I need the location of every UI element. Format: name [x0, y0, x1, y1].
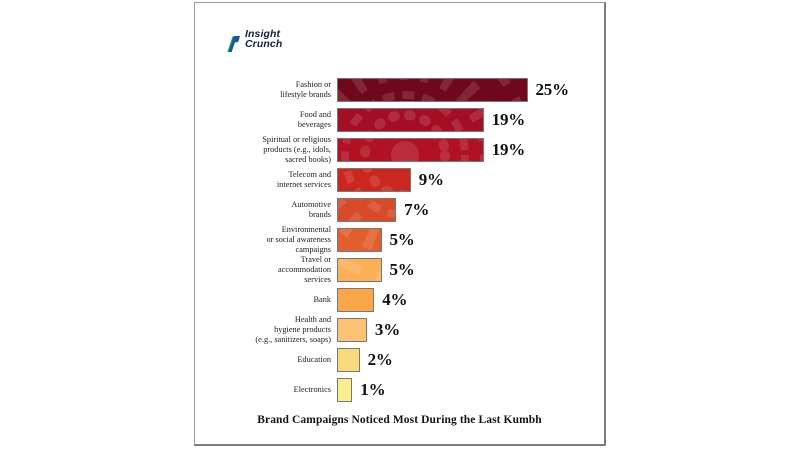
value-label: 3% [374, 320, 400, 339]
category-label: Fashion or lifestyle brands [280, 79, 331, 99]
bar-row: Education 2% [195, 345, 604, 375]
bar [337, 168, 411, 192]
category-label: Health and hygiene products (e.g., sanit… [255, 314, 331, 345]
category-label: Automotive brands [291, 199, 331, 219]
category-label: Environmental or social awareness campai… [266, 224, 331, 255]
bar-row: Fashion or lifestyle brands 25% [195, 75, 604, 105]
bar [337, 318, 367, 342]
brand-logo: Insight Crunch [227, 28, 283, 52]
bar [337, 378, 353, 402]
value-label: 25% [535, 80, 570, 99]
bar-row: Telecom and internet services 9% [195, 165, 604, 195]
report-card: Insight Crunch Fashion or lifestyle bran… [194, 2, 606, 446]
brand-name-line1: Insight [245, 28, 281, 40]
mandala-watermark-icon [337, 169, 410, 191]
mandala-watermark-icon [337, 288, 374, 305]
value-label: 19% [491, 110, 526, 129]
value-label: 5% [389, 260, 415, 279]
bar [337, 348, 360, 372]
mandala-watermark-icon [337, 229, 381, 251]
bar [337, 288, 375, 312]
category-label: Spiritual or religious products (e.g., i… [262, 134, 331, 165]
bar-row: Bank 4% [195, 285, 604, 315]
value-label: 5% [389, 230, 415, 249]
bar-row: Environmental or social awareness campai… [195, 225, 604, 255]
category-label: Travel or accommodation services [278, 254, 331, 285]
chart-rows: Fashion or lifestyle brands 25% Food and b… [195, 75, 604, 405]
mandala-watermark-icon [338, 199, 396, 221]
value-label: 4% [382, 290, 408, 309]
value-label: 7% [404, 200, 430, 219]
bar [337, 198, 397, 222]
bar-row: Travel or accommodation services 5% [195, 255, 604, 285]
bar [337, 228, 382, 252]
category-label: Electronics [293, 384, 331, 394]
mandala-watermark-icon [337, 259, 381, 281]
value-label: 19% [491, 140, 526, 159]
bar [337, 78, 528, 102]
step-line-chart-icon [227, 36, 240, 52]
category-label: Education [297, 354, 331, 364]
bar-row: Electronics 1% [195, 375, 604, 405]
value-label: 1% [360, 380, 386, 399]
category-label: Telecom and internet services [276, 169, 331, 189]
mandala-watermark-icon [341, 139, 483, 161]
bar [337, 138, 484, 162]
category-label: Food and beverages [297, 109, 331, 129]
bar-row: Food and beverages 19% [195, 105, 604, 135]
bar [337, 108, 484, 132]
brand-name-line2: Crunch [245, 37, 283, 50]
value-label: 2% [367, 350, 393, 369]
bar-row: Automotive brands 7% [195, 195, 604, 225]
bar [337, 258, 382, 282]
brand-name: Insight Crunch [245, 28, 283, 50]
category-label: Bank [313, 294, 331, 304]
mandala-watermark-icon [337, 79, 522, 101]
mandala-watermark-icon [337, 109, 483, 131]
value-label: 9% [418, 170, 444, 189]
bar-row: Health and hygiene products (e.g., sanit… [195, 315, 604, 345]
chart-title: Brand Campaigns Noticed Most During the … [257, 414, 542, 426]
bar-row: Spiritual or religious products (e.g., i… [195, 135, 604, 165]
